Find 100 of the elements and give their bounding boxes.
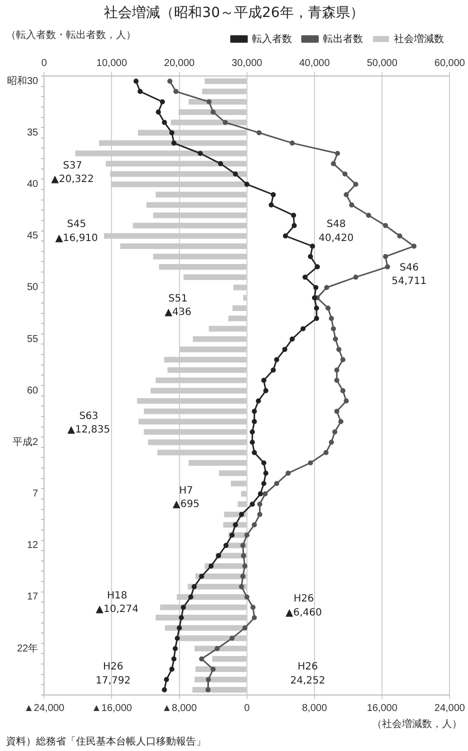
y-tick-label: 22年 (17, 642, 38, 654)
point (310, 244, 316, 249)
point (222, 120, 228, 125)
y-tick-label: 45 (27, 230, 39, 242)
point (274, 480, 280, 486)
point (252, 408, 257, 414)
point (250, 502, 255, 507)
point (268, 202, 274, 208)
point (199, 574, 204, 579)
point (176, 625, 182, 630)
point (328, 316, 334, 321)
point (308, 460, 314, 466)
point (223, 542, 229, 548)
annotation: S48 (326, 219, 346, 230)
point (216, 553, 222, 558)
point (332, 429, 338, 434)
point (232, 171, 238, 177)
point (353, 274, 358, 280)
y-tick-label: 17 (27, 592, 39, 603)
point (240, 542, 246, 548)
annotation: ▲20,322 (51, 174, 94, 185)
point (290, 336, 295, 342)
x2-tick-label: 20,000 (164, 58, 196, 69)
annotation: ▲10,274 (96, 604, 138, 616)
point (238, 512, 244, 518)
point (258, 491, 263, 496)
point (308, 254, 314, 260)
y-tick-label: 50 (27, 282, 39, 294)
point (210, 666, 216, 672)
point (199, 656, 204, 662)
x2-tick-label: 40,000 (299, 58, 330, 69)
point (344, 398, 349, 404)
point (411, 244, 417, 249)
point (238, 584, 244, 590)
point (156, 110, 161, 115)
point (290, 140, 295, 146)
point (263, 470, 268, 476)
point (218, 161, 224, 166)
point (312, 295, 318, 300)
point (274, 357, 280, 362)
x2-tick-label: 30,000 (232, 58, 263, 69)
annotation: H26 (294, 594, 314, 605)
annotation: S37 (62, 160, 82, 172)
point (256, 130, 262, 136)
x-axis-title: （社会増減数，人） (372, 718, 462, 731)
point (206, 676, 211, 682)
point (250, 429, 255, 434)
point (252, 522, 257, 528)
point (171, 656, 176, 662)
point (300, 326, 306, 332)
point (336, 346, 342, 352)
annotation: ▲436 (164, 307, 192, 318)
point (252, 615, 257, 620)
point (208, 563, 214, 569)
point (325, 306, 331, 311)
point (244, 182, 250, 187)
point (324, 284, 330, 290)
point (366, 212, 372, 218)
y-tick-label: 40 (27, 179, 39, 190)
point (334, 408, 340, 414)
annotation: 24,252 (290, 675, 326, 686)
x-tick-label: 0 (244, 702, 250, 714)
point (162, 120, 167, 125)
point (314, 264, 320, 270)
point (353, 182, 358, 187)
legend-label: 転出者数 (323, 32, 363, 45)
annotation: 17,792 (96, 675, 131, 686)
point (382, 223, 388, 228)
point (229, 636, 235, 641)
point (384, 264, 390, 270)
point (242, 625, 248, 630)
point (257, 512, 262, 518)
point (240, 553, 246, 558)
point (397, 233, 402, 238)
point (192, 584, 197, 590)
point (270, 367, 276, 373)
annotation: S51 (168, 293, 188, 304)
y-tick-label: 7 (32, 488, 39, 500)
point (340, 357, 346, 362)
point (261, 378, 266, 383)
y-tick-label: 昭和30 (7, 74, 39, 87)
annotation: ▲695 (172, 498, 200, 510)
y-tick-label: 35 (27, 127, 39, 138)
annotation: ▲6,460 (286, 607, 322, 618)
x-tick-label: ▲24,000 (24, 702, 65, 714)
point (162, 687, 167, 692)
legend-label: 転入者数 (252, 32, 292, 45)
y-tick-label: 12 (27, 540, 39, 552)
point (334, 150, 340, 156)
y-tick-label: 55 (27, 334, 39, 345)
x2-tick-label: 50,000 (366, 58, 398, 69)
x2-axis-title: （転入者数・転出者数，人） (6, 28, 136, 42)
point (138, 88, 143, 94)
point (334, 367, 340, 373)
point (178, 615, 184, 620)
point (291, 212, 296, 218)
point (313, 284, 318, 290)
point (240, 574, 246, 579)
annotation: 40,420 (318, 232, 354, 244)
point (256, 398, 261, 404)
